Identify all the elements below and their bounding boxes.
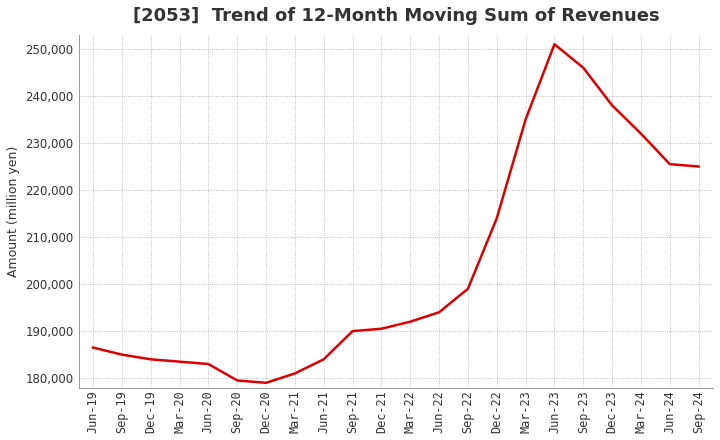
Y-axis label: Amount (million yen): Amount (million yen) xyxy=(7,146,20,277)
Title: [2053]  Trend of 12-Month Moving Sum of Revenues: [2053] Trend of 12-Month Moving Sum of R… xyxy=(132,7,659,25)
